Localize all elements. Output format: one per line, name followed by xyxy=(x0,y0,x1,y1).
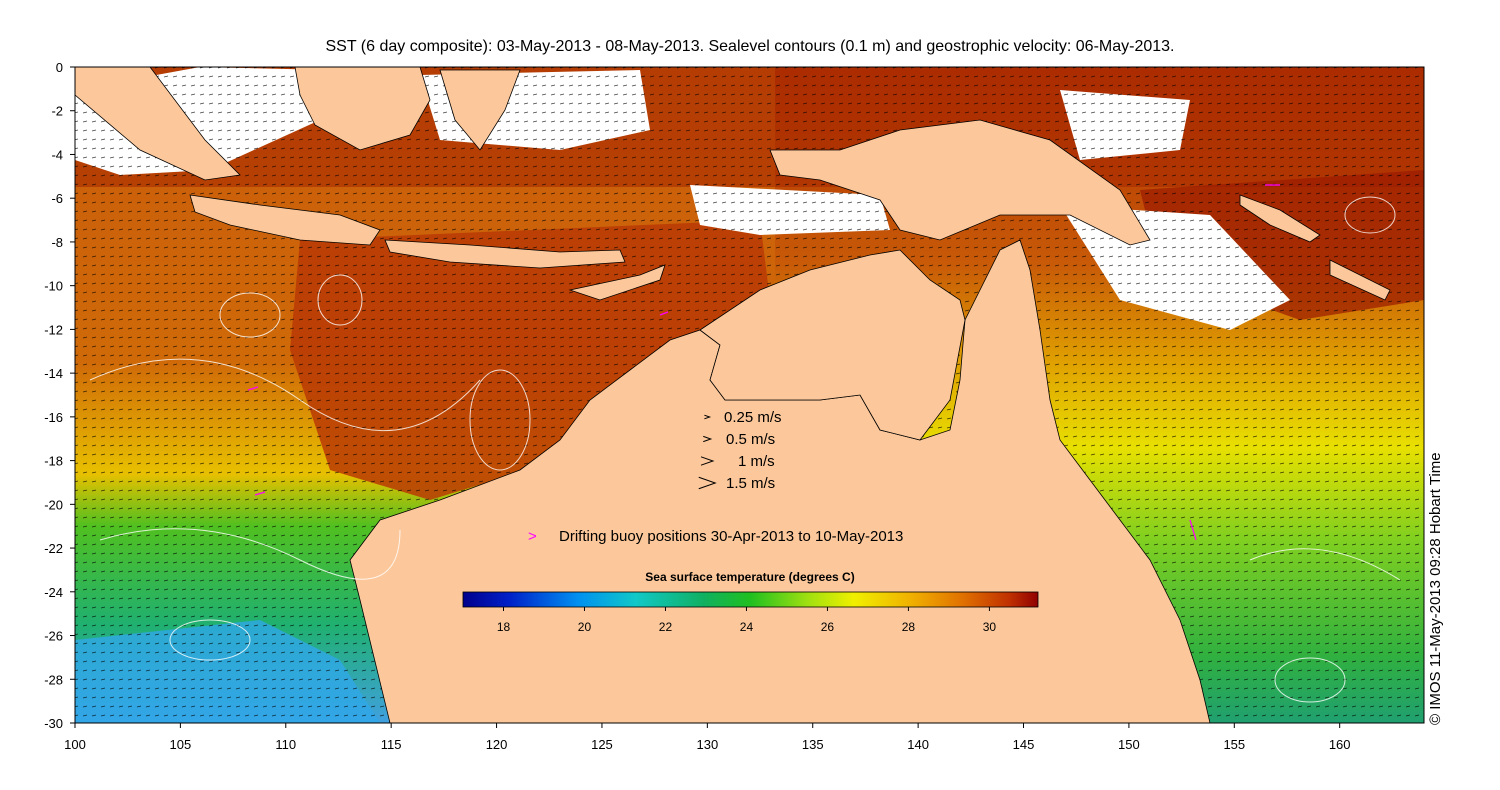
y-tick-label: -28 xyxy=(44,672,63,687)
colorbar-tick-label: 24 xyxy=(740,620,754,634)
velocity-legend-arrow xyxy=(704,414,712,420)
x-tick-label: 125 xyxy=(591,737,613,752)
land-arnhem xyxy=(699,249,966,441)
y-tick-label: -18 xyxy=(44,454,63,469)
colorbar-tick-label: 30 xyxy=(983,620,997,634)
buoy-tracks xyxy=(247,184,1280,541)
land-java xyxy=(189,194,381,246)
x-tick-label: 115 xyxy=(381,737,402,752)
sealevel-contours xyxy=(89,196,1401,703)
y-tick-label: -30 xyxy=(44,716,63,731)
x-tick-label: 110 xyxy=(275,737,296,752)
velocity-legend-label: 0.25 m/s xyxy=(724,409,782,426)
x-tick-label: 130 xyxy=(696,737,718,752)
x-tick-label: 135 xyxy=(802,737,824,752)
buoy-legend-symbol: > xyxy=(528,528,537,545)
y-tick-label: -14 xyxy=(44,366,63,381)
velocity-legend-arrow xyxy=(698,476,717,490)
colorbar-tick-label: 18 xyxy=(497,620,511,634)
colorbar-tick-label: 28 xyxy=(902,620,916,634)
velocity-legend-label: 0.5 m/s xyxy=(726,431,775,448)
x-tick-label: 120 xyxy=(486,737,508,752)
y-tick-label: -12 xyxy=(44,322,63,337)
x-tick-label: 150 xyxy=(1118,737,1140,752)
y-tick-label: -8 xyxy=(51,235,63,250)
velocity-legend-arrow xyxy=(703,435,713,443)
x-tick-label: 100 xyxy=(64,737,86,752)
land-sulawesi xyxy=(439,69,521,151)
buoy-legend: > Drifting buoy positions 30-Apr-2013 to… xyxy=(528,528,903,545)
y-tick-label: -20 xyxy=(44,497,63,512)
colorbar-tick-label: 20 xyxy=(578,620,592,634)
colorbar-title: Sea surface temperature (degrees C) xyxy=(645,570,854,584)
velocity-legend: 0.25 m/s 0.5 m/s 1 m/s 1.5 m/s xyxy=(698,409,782,492)
colorbar-ramp xyxy=(462,591,1039,608)
x-tick-label: 145 xyxy=(1013,737,1035,752)
colorbar-tick-label: 26 xyxy=(821,620,835,634)
land-sumatra xyxy=(75,67,241,181)
land-timor xyxy=(568,264,666,301)
map-title: SST (6 day composite): 03-May-2013 - 08-… xyxy=(325,38,1175,55)
x-tick-label: 140 xyxy=(907,737,929,752)
velocity-legend-label: 1.5 m/s xyxy=(726,475,775,492)
land-new-guinea xyxy=(769,119,1151,246)
velocity-legend-label: 1 m/s xyxy=(738,453,775,470)
y-tick-label: -2 xyxy=(51,104,63,119)
x-axis: 100 105 110 115 120 125 130 135 140 145 150 155 160 xyxy=(64,723,1351,752)
y-tick-label: -26 xyxy=(44,629,63,644)
colorbar-ticks: 18 20 22 24 26 28 30 xyxy=(497,607,997,634)
y-tick-label: 0 xyxy=(56,60,63,75)
y-tick-label: -6 xyxy=(51,191,63,206)
map-frame xyxy=(74,66,1425,724)
y-tick-label: -4 xyxy=(51,147,63,162)
buoy-legend-label: Drifting buoy positions 30-Apr-2013 to 1… xyxy=(559,528,903,545)
y-axis: 0 -2 -4 -6 -8 -10 -12 -14 -16 -18 -20 -22 -24 -26 -28 -… xyxy=(44,60,75,731)
land-solomons-south xyxy=(1329,259,1391,301)
y-tick-label: -22 xyxy=(44,541,63,556)
land-lesser-sunda xyxy=(384,239,626,269)
y-tick-label: -24 xyxy=(44,585,63,600)
x-tick-label: 155 xyxy=(1223,737,1245,752)
x-tick-label: 105 xyxy=(170,737,192,752)
y-tick-label: -10 xyxy=(44,279,63,294)
credit-text: © IMOS 11-May-2013 09:28 Hobart Time xyxy=(1427,452,1444,725)
x-tick-label: 160 xyxy=(1329,737,1351,752)
y-tick-label: -16 xyxy=(44,410,63,425)
land-solomons xyxy=(1239,194,1321,243)
colorbar: Sea surface temperature (degrees C) 18 20… xyxy=(462,570,1039,634)
velocity-legend-arrow xyxy=(700,456,715,466)
land-borneo xyxy=(294,67,431,151)
map-area xyxy=(75,67,1424,723)
colorbar-tick-label: 22 xyxy=(659,620,673,634)
